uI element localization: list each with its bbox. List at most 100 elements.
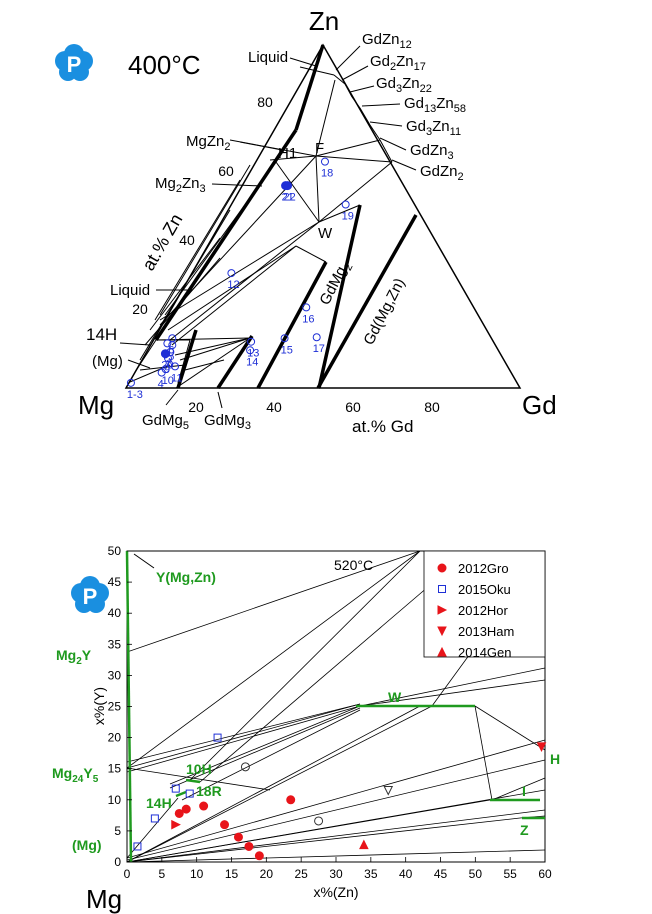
ternary-point-label-7: 9 xyxy=(164,364,170,376)
ternary-point-13 xyxy=(280,334,289,343)
label-mgzn2: MgZn2 xyxy=(186,133,230,153)
marker-2012Gro-7 xyxy=(286,795,296,805)
left-tick-60: 60 xyxy=(218,163,234,179)
y-tick-label-0: 0 xyxy=(114,855,121,869)
label-mg24y5: Mg24Y5 xyxy=(52,765,99,785)
label-h: H xyxy=(550,751,560,767)
ternary-point-label-16: 18 xyxy=(321,168,333,180)
label-gdzn12: GdZn12 xyxy=(362,31,412,51)
logo-letter-2: P xyxy=(83,584,98,609)
legend-marker-2 xyxy=(437,605,448,615)
marker-2013Ham-0 xyxy=(536,742,547,753)
ternary-point-label-10: 12 xyxy=(227,279,239,291)
label-f: F xyxy=(315,140,324,157)
legend-label-2: 2012Hor xyxy=(458,603,509,618)
phase-section-chart: P xyxy=(52,544,560,914)
x-tick-label-8: 40 xyxy=(399,867,413,881)
left-tick-80: 80 xyxy=(257,94,273,110)
apex-mg: Mg xyxy=(78,390,114,420)
marker-2015Oku-2 xyxy=(171,784,180,793)
label-ymgzn: Y(Mg,Zn) xyxy=(156,569,216,585)
legend-marker-1 xyxy=(438,585,446,593)
x-tick-label-4: 20 xyxy=(260,867,274,881)
marker-2015Oku-1 xyxy=(150,814,159,823)
ternary-point-label-15: 17 xyxy=(313,343,325,355)
y-tick-label-10: 50 xyxy=(108,544,122,558)
x-tick-label-5: 25 xyxy=(294,867,308,881)
open-marker-0 xyxy=(240,762,250,772)
legend-marker-3 xyxy=(437,626,447,637)
label-gd2zn17: Gd2Zn17 xyxy=(370,53,426,73)
ternary-point-20 xyxy=(283,181,293,191)
x-tick-label-12: 60 xyxy=(538,867,552,881)
label-14h: 14H xyxy=(86,325,117,344)
marker-2012Gro-5 xyxy=(244,841,254,851)
y-tick-label-4: 20 xyxy=(108,731,122,745)
ternary-point-label-1: 1-3 xyxy=(127,389,143,401)
ternary-point-14 xyxy=(302,303,311,312)
label-mg-phase: (Mg) xyxy=(92,353,123,370)
bottom-tick-40: 40 xyxy=(266,399,282,415)
open-marker-2 xyxy=(383,785,394,796)
y-tick-label-7: 35 xyxy=(108,637,122,651)
ternary-point-1 xyxy=(126,378,135,387)
marker-2012Gro-0 xyxy=(174,808,184,818)
legend-marker-4 xyxy=(437,646,447,657)
label-liquid-top: Liquid xyxy=(248,49,288,66)
phase-boundaries xyxy=(154,44,418,389)
ternary-point-label-4: 6 xyxy=(168,344,174,356)
ternary-point-label-13: 15 xyxy=(281,344,293,356)
ymgzn-arrow xyxy=(133,553,155,569)
marker-2015Oku-0 xyxy=(133,842,142,851)
section-phase-labels: Y(Mg,Zn) Mg2Y Mg24Y5 10H 18R 14H (Mg) W … xyxy=(52,569,560,853)
axis-title-gd: at.% Gd xyxy=(352,417,413,436)
x-tick-label-10: 50 xyxy=(469,867,483,881)
y-tick-label-8: 40 xyxy=(108,606,122,620)
x-tick-label-2: 10 xyxy=(190,867,204,881)
left-tick-20: 20 xyxy=(132,301,148,317)
label-gdmg5: GdMg5 xyxy=(142,412,189,432)
ternary-point-5 xyxy=(163,339,172,348)
bottom-tick-80: 80 xyxy=(424,399,440,415)
x-tick-label-11: 55 xyxy=(503,867,517,881)
legend-label-4: 2014Gen xyxy=(458,645,512,660)
x-axis-label: x%(Zn) xyxy=(313,884,358,900)
marker-2015Oku-4 xyxy=(213,733,222,742)
label-h1: H1 xyxy=(278,145,297,162)
open-marker-1 xyxy=(314,816,324,826)
y-tick-label-3: 15 xyxy=(108,762,122,776)
label-mg2zn3: Mg2Zn3 xyxy=(155,175,206,195)
label-gdmg3: GdMg3 xyxy=(204,412,251,432)
ternary-point-12 xyxy=(246,346,255,355)
leader-arrows xyxy=(119,45,417,409)
marker-2012Gro-2 xyxy=(199,801,209,811)
bottom-axis-ticks: 20 40 60 80 xyxy=(188,399,440,415)
label-14h-2: 14H xyxy=(146,795,172,811)
legend: 2012Gro 2015Oku 2012Hor 2013Ham 2014Gen xyxy=(423,550,546,660)
right-compound-labels: GdZn12 Gd2Zn17 Gd3Zn22 Gd13Zn58 Gd3Zn11 … xyxy=(362,31,466,183)
y-tick-label-6: 30 xyxy=(108,668,122,682)
ternary-point-label-20: 22 xyxy=(284,192,296,204)
legend-label-0: 2012Gro xyxy=(458,561,509,576)
ternary-diagram: P 400°C xyxy=(55,6,557,436)
y-tick-label-1: 5 xyxy=(114,824,121,838)
ternary-point-8 xyxy=(161,365,170,374)
marker-2012Hor-0 xyxy=(171,819,181,830)
y-axis-ticks: 0 5 10 15 20 25 30 35 40 45 50 xyxy=(108,544,132,869)
section-tie-lines xyxy=(126,550,546,863)
ternary-point-16 xyxy=(320,157,329,166)
marker-2012Gro-1 xyxy=(181,804,191,814)
ternary-point-10 xyxy=(227,269,236,278)
ternary-point-label-19: 21 xyxy=(282,192,294,204)
apex-gd: Gd xyxy=(522,390,557,420)
x-tick-label-6: 30 xyxy=(329,867,343,881)
ternary-points: 1-345678910111213141516171819202122 xyxy=(126,157,354,401)
temperature-label-2: 520°C xyxy=(334,557,373,573)
label-18r: 18R xyxy=(196,783,222,799)
marker-2012Gro-3 xyxy=(220,820,230,830)
logo-icon-2: P xyxy=(71,576,109,613)
ternary-point-label-9: 11 xyxy=(171,372,182,384)
y-tick-label-5: 25 xyxy=(108,700,122,714)
marker-2014Gen-0 xyxy=(359,839,369,850)
label-mg2y: Mg2Y xyxy=(56,647,92,667)
